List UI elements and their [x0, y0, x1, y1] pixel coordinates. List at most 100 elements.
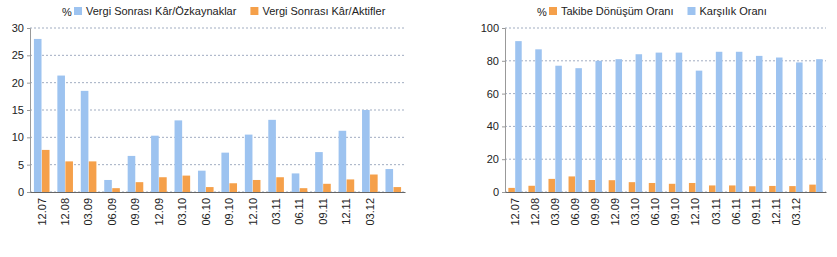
tick-label: 09.11	[750, 198, 762, 225]
tick-label: 100	[481, 22, 499, 34]
bar	[323, 184, 331, 192]
tick-mark	[502, 61, 505, 62]
bar	[636, 54, 643, 192]
tick-label: 03.10	[176, 198, 188, 226]
x-tick: 12.07	[36, 192, 48, 226]
tick-mark	[27, 55, 30, 56]
bar	[81, 91, 89, 192]
tick-label: 03.12	[364, 198, 376, 226]
x-tick: 09.09	[589, 192, 601, 226]
x-tick: 12.09	[609, 192, 621, 226]
bar	[253, 180, 261, 192]
bar	[229, 183, 237, 192]
tick-label: 60	[487, 88, 499, 100]
legend-swatch	[74, 7, 82, 15]
bar	[370, 175, 378, 192]
bar	[616, 59, 623, 192]
x-tick: 12.10	[247, 192, 259, 226]
bar	[535, 49, 542, 192]
bar	[385, 169, 393, 192]
tick-mark	[502, 159, 505, 160]
x-tick: 09.10	[223, 192, 235, 226]
tick-label: 12.10	[689, 198, 701, 226]
tick-label: 12.11	[340, 198, 352, 225]
tick-label: 80	[487, 55, 499, 67]
bar	[555, 66, 562, 192]
x-tick: 09.09	[129, 192, 141, 226]
tick-mark	[502, 94, 505, 95]
x-tick: 03.11	[270, 192, 282, 225]
bar	[128, 156, 136, 192]
bar	[676, 53, 683, 192]
tick-label: 12.08	[529, 198, 541, 226]
y-tick: 0	[18, 186, 30, 198]
axis-line	[506, 192, 827, 193]
tick-label: 12.11	[770, 198, 782, 225]
x-tick: 12.09	[153, 192, 165, 226]
bar	[796, 62, 803, 192]
bar	[347, 179, 355, 192]
y-tick: 60	[487, 88, 505, 100]
x-tick: 12.08	[59, 192, 71, 226]
bar	[198, 171, 206, 192]
tick-label: 15	[12, 104, 24, 116]
grid	[30, 28, 405, 192]
bar	[736, 52, 743, 192]
tick-label: 0	[18, 186, 24, 198]
tick-mark	[502, 126, 505, 127]
legend: Vergi Sonrası Kâr/ÖzkaynaklarVergi Sonra…	[74, 5, 386, 17]
tick-label: 09.10	[669, 198, 681, 226]
tick-label: 09.09	[589, 198, 601, 226]
bar	[589, 180, 596, 192]
tick-label: 03.12	[790, 198, 802, 226]
bar	[276, 177, 284, 192]
y-tick: 80	[487, 55, 505, 67]
axis-line	[31, 192, 406, 193]
x-tick: 03.09	[82, 192, 94, 226]
chart-canvas: 05101520253012.0712.0803.0906.0909.0912.…	[0, 0, 837, 257]
tick-label: 06.11	[293, 198, 305, 225]
bar	[569, 176, 576, 192]
y-tick: 40	[487, 120, 505, 132]
bar	[528, 186, 535, 192]
bar	[515, 41, 522, 192]
x-tick: 09.10	[669, 192, 681, 226]
y-tick: 25	[12, 49, 30, 61]
tick-label: 09.11	[317, 198, 329, 225]
bar	[245, 135, 253, 192]
bar	[595, 61, 602, 192]
bar	[656, 53, 663, 192]
x-tick: 06.10	[649, 192, 661, 226]
tick-mark	[27, 83, 30, 84]
x-tick: 03.12	[790, 192, 802, 226]
legend-label: Takibe Dönüşüm Oranı	[561, 5, 674, 17]
x-tick: 03.12	[364, 192, 376, 226]
tick-mark	[27, 192, 30, 193]
y-axis: 051015202530	[12, 22, 31, 198]
grid	[505, 28, 826, 192]
tick-mark	[502, 28, 505, 29]
bar	[112, 188, 120, 192]
x-tick: 09.11	[750, 192, 762, 225]
tick-label: 40	[487, 120, 499, 132]
y-tick: 15	[12, 104, 30, 116]
grid-line	[505, 28, 826, 29]
y-tick: 10	[12, 131, 30, 143]
bar	[548, 179, 555, 192]
bar	[104, 180, 112, 192]
bar	[136, 182, 144, 192]
chart-1: 02040608010012.0712.0803.0906.0909.0912.…	[481, 5, 827, 226]
axis-line	[502, 29, 506, 193]
bar	[629, 182, 636, 192]
bar	[756, 56, 763, 192]
x-tick: 03.11	[710, 192, 722, 225]
bar	[709, 185, 716, 192]
legend-label: Karşılık Oranı	[700, 5, 767, 17]
tick-label: 12.09	[609, 198, 621, 226]
bar	[57, 76, 65, 192]
x-tick: 06.11	[293, 192, 305, 225]
grid-line	[30, 82, 405, 83]
chart-0: 05101520253012.0712.0803.0906.0909.0912.…	[12, 5, 406, 226]
tick-label: 06.09	[569, 198, 581, 226]
bar	[816, 59, 823, 192]
